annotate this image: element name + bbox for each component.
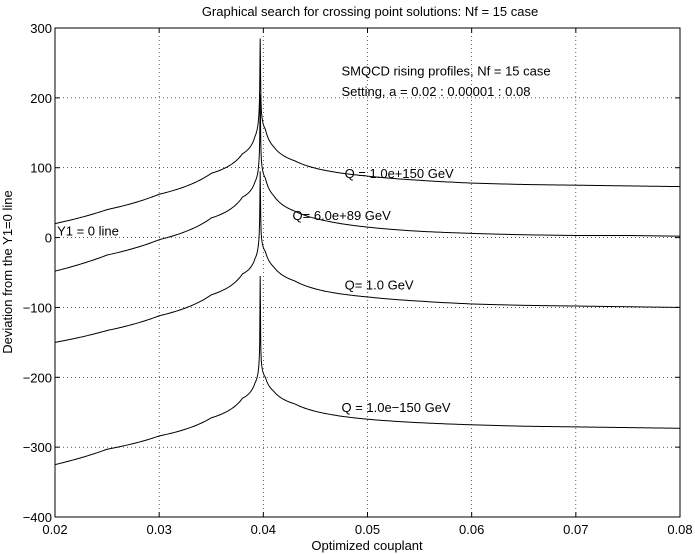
axes: 0.02 0.03 0.04 0.05 0.06 0.07 0.08 −400 −300 −200…	[23, 21, 693, 537]
annotations: SMQCD rising profiles, Nf = 15 case Setti…	[57, 64, 551, 416]
y-tick-label: −200	[23, 370, 52, 385]
annotation-label: Q= 1.0 GeV	[345, 277, 414, 292]
y-tick-label: 200	[30, 91, 52, 106]
series-lines	[54, 38, 681, 466]
y-axis-label: Deviation from the Y1=0 line	[0, 190, 15, 353]
y-tick-label: −100	[23, 300, 52, 315]
x-tick-label: 0.07	[563, 522, 588, 537]
series-line-3	[54, 171, 681, 343]
annotation-label: Y1 = 0 line	[57, 223, 119, 238]
y-tick-label: 0	[45, 231, 52, 246]
series-line-1	[54, 38, 681, 225]
x-axis-label: Optimized couplant	[311, 538, 423, 553]
x-tick-label: 0.08	[667, 522, 692, 537]
x-tick-label: 0.04	[251, 522, 276, 537]
y-tick-label: −400	[23, 510, 52, 525]
annotation-label: SMQCD rising profiles, Nf = 15 case	[341, 64, 550, 79]
x-tick-label: 0.02	[42, 522, 67, 537]
annotation-label: Q = 1.0e+150 GeV	[345, 166, 454, 181]
annotation-label: Q = 1.0e−150 GeV	[341, 400, 450, 415]
y-tick-label: −300	[23, 440, 52, 455]
x-tick-label: 0.03	[147, 522, 172, 537]
annotation-label: Q= 6.0e+89 GeV	[293, 208, 392, 223]
annotation-label: Setting, a = 0.02 : 0.00001 : 0.08	[341, 84, 530, 99]
y-tick-label: 300	[30, 21, 52, 36]
grid-lines	[55, 28, 680, 517]
series-line-4	[54, 275, 681, 466]
series-line-2	[54, 94, 681, 272]
x-tick-label: 0.06	[459, 522, 484, 537]
y-tick-label: 100	[30, 161, 52, 176]
chart-title: Graphical search for crossing point solu…	[202, 4, 538, 19]
x-tick-label: 0.05	[355, 522, 380, 537]
